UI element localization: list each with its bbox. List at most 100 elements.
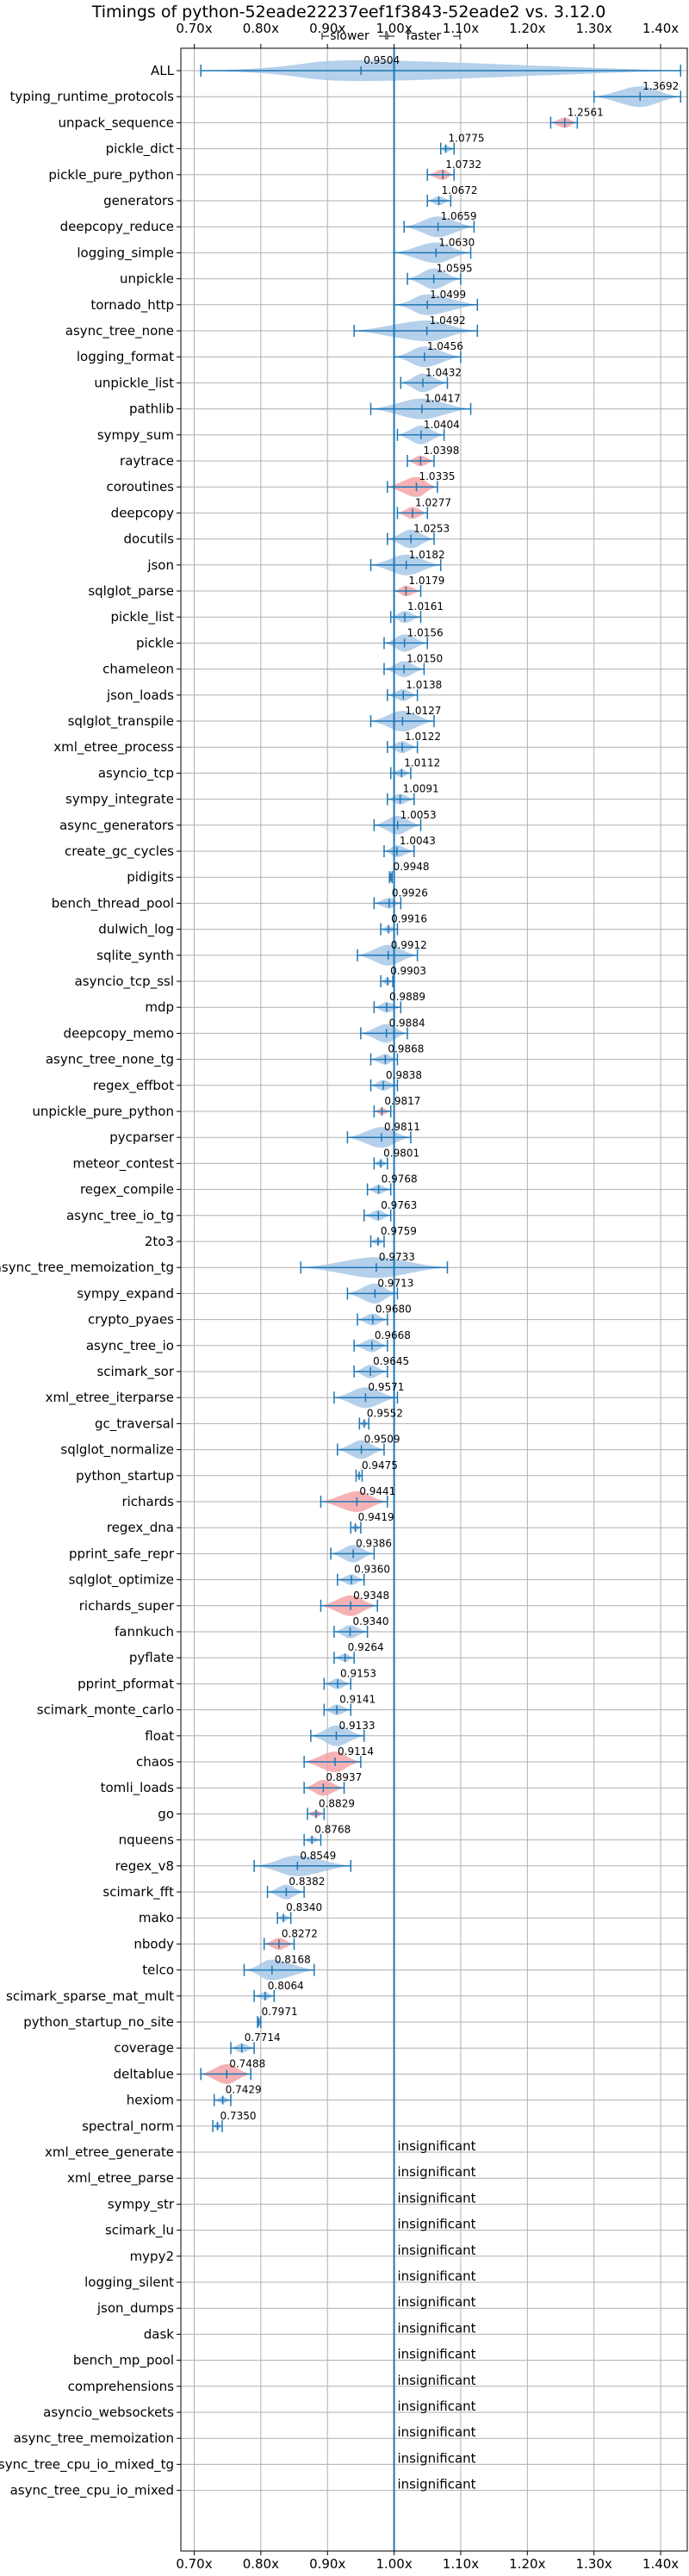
x-tick-label-bottom: 1.10x — [443, 2556, 479, 2572]
value-label: 0.9801 — [383, 1147, 419, 1159]
value-label: 1.0043 — [400, 835, 436, 847]
value-label: 0.9713 — [377, 1277, 413, 1289]
value-label: 1.0127 — [405, 705, 441, 717]
x-tick-label-top: 1.40x — [642, 21, 679, 36]
value-label: 1.0182 — [409, 549, 445, 561]
direction-indicator: slower faster — [321, 29, 461, 43]
x-tick-label-top: 1.00x — [376, 21, 412, 36]
row-label: python_startup_no_site — [23, 2014, 174, 2031]
row-label: regex_effbot — [93, 1078, 174, 1094]
value-label: 1.0456 — [427, 340, 463, 352]
row-label: pidigits — [127, 869, 174, 885]
value-label: 1.0253 — [413, 523, 450, 535]
value-label: 0.9811 — [384, 1121, 420, 1133]
row-label: async_tree_io — [86, 1338, 174, 1354]
row-label: xml_etree_iterparse — [46, 1390, 174, 1406]
value-label: 1.0499 — [430, 289, 466, 301]
value-label: 0.8382 — [289, 1876, 325, 1888]
row-label: raytrace — [120, 453, 174, 469]
value-label: 0.9509 — [364, 1434, 400, 1446]
row-label: scimark_lu — [105, 2223, 174, 2239]
row-label: meteor_contest — [72, 1155, 174, 1172]
value-label: 0.9680 — [376, 1304, 412, 1316]
row-label: sympy_str — [108, 2196, 175, 2212]
row-label: sympy_integrate — [65, 792, 174, 808]
faster-label: faster — [407, 29, 442, 43]
row-label: bench_mp_pool — [73, 2353, 174, 2369]
insignificant-label: insignificant — [397, 2320, 475, 2336]
row-label: async_tree_cpu_io_mixed — [10, 2483, 174, 2499]
x-tick-label-bottom: 0.80x — [243, 2556, 279, 2572]
insignificant-label: insignificant — [397, 2294, 475, 2310]
value-label: 0.8937 — [326, 1771, 362, 1783]
row-label: deepcopy — [111, 505, 174, 520]
value-label: 1.0161 — [407, 600, 444, 613]
row-label: float — [145, 1728, 174, 1744]
value-label: 0.8829 — [319, 1797, 355, 1809]
value-label: 0.9360 — [354, 1564, 390, 1576]
insignificant-label: insignificant — [397, 2138, 475, 2154]
value-label: 0.9948 — [394, 861, 430, 873]
row-label: regex_v8 — [115, 1858, 174, 1875]
row-label: pycparser — [109, 1129, 175, 1145]
row-label: dulwich_log — [98, 922, 174, 938]
value-label: 1.0417 — [425, 393, 461, 405]
insignificant-label: insignificant — [397, 2190, 475, 2206]
row-label: comprehensions — [68, 2379, 175, 2394]
value-label: 1.0179 — [408, 575, 444, 587]
value-label: 0.8549 — [300, 1850, 336, 1862]
row-label: asyncio_websockets — [43, 2405, 174, 2421]
value-label: 1.0432 — [425, 366, 462, 378]
row-label: sqlglot_transpile — [68, 713, 174, 730]
row-label: async_tree_memoization_tg — [0, 1260, 174, 1276]
insignificant-label: insignificant — [397, 2243, 475, 2258]
value-label: 0.9912 — [391, 939, 427, 951]
x-axis: 0.70x 0.70x 0.80x 0.80x 0.90x 0.90x 1.00x 1.00x… — [176, 21, 679, 2572]
row-label: pprint_pformat — [78, 1676, 174, 1692]
row-label: pickle_list — [110, 609, 174, 625]
value-label: 1.2561 — [568, 106, 604, 118]
x-tick-label-top: 1.30x — [576, 21, 612, 36]
value-label: 1.0091 — [403, 783, 439, 795]
value-label: 1.0150 — [407, 653, 443, 665]
row-label: pathlib — [129, 401, 174, 417]
row-label: crypto_pyaes — [88, 1312, 174, 1328]
value-label: 0.9571 — [368, 1381, 404, 1393]
x-tick-label-top: 0.90x — [309, 21, 345, 36]
row-label: nbody — [133, 1936, 174, 1951]
row-label: regex_dna — [107, 1520, 174, 1536]
row-label: pprint_safe_repr — [69, 1546, 175, 1562]
chart-title: Timings of python-52eade22237eef1f3843-5… — [91, 3, 606, 22]
value-label: 1.0732 — [445, 159, 481, 171]
row-label: create_gc_cycles — [65, 843, 174, 860]
x-tick-label-top: 1.20x — [509, 21, 545, 36]
row-label: async_generators — [59, 818, 174, 834]
row-label: logging_silent — [84, 2274, 174, 2291]
row-label: pickle_pure_python — [48, 167, 174, 184]
value-label: 0.9763 — [381, 1199, 417, 1211]
row-label: richards — [121, 1494, 174, 1509]
row-label: go — [158, 1806, 174, 1821]
value-label: 1.0053 — [400, 809, 437, 821]
row-label: typing_runtime_protocols — [9, 89, 174, 105]
row-label: mdp — [145, 999, 174, 1015]
value-label: 1.0630 — [438, 236, 475, 248]
row-label: async_tree_none_tg — [46, 1052, 174, 1068]
row-label: scimark_monte_carlo — [37, 1702, 174, 1719]
value-label: 0.7488 — [229, 2057, 265, 2069]
row-label: python_startup — [76, 1468, 174, 1484]
row-label: richards_super — [79, 1598, 175, 1615]
insignificant-label: insignificant — [397, 2217, 475, 2232]
row-label: sympy_sum — [97, 427, 174, 444]
value-label: 0.9264 — [348, 1641, 384, 1653]
insignificant-label: insignificant — [397, 2450, 475, 2466]
row-label: spectral_norm — [82, 2119, 174, 2135]
insignificant-label: insignificant — [397, 2164, 475, 2180]
row-label: regex_compile — [80, 1182, 174, 1198]
row-label: coroutines — [106, 479, 174, 495]
row-label: bench_thread_pool — [52, 895, 174, 912]
insignificant-label: insignificant — [397, 2399, 475, 2414]
value-label: 1.0277 — [415, 496, 451, 508]
plot-frame — [180, 47, 688, 2552]
